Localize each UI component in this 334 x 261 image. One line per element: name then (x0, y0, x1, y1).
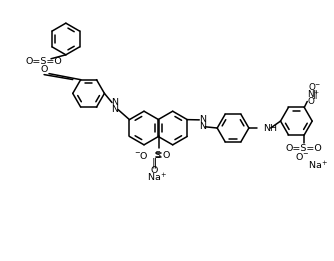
Text: $^{-}$O: $^{-}$O (134, 150, 149, 161)
Text: O: O (151, 165, 158, 175)
Text: O=S=O: O=S=O (286, 144, 323, 153)
Text: N$^{+}$: N$^{+}$ (307, 89, 320, 100)
Text: O$^{-}$: O$^{-}$ (295, 151, 310, 162)
Text: Na$^{+}$: Na$^{+}$ (308, 159, 328, 171)
Text: ‖: ‖ (313, 90, 318, 99)
Text: N: N (199, 115, 206, 124)
Text: ‖: ‖ (152, 158, 157, 168)
Text: O$^{-}$: O$^{-}$ (308, 81, 322, 92)
Text: N: N (112, 98, 119, 107)
Text: Na$^{+}$: Na$^{+}$ (147, 172, 167, 184)
Text: N: N (199, 122, 206, 131)
Text: N: N (112, 105, 119, 114)
Text: O: O (308, 97, 315, 106)
Text: NH: NH (263, 123, 277, 133)
Text: S: S (155, 151, 161, 160)
Text: O: O (163, 151, 170, 160)
Text: O=S=O: O=S=O (26, 57, 62, 66)
Text: O: O (40, 65, 48, 74)
